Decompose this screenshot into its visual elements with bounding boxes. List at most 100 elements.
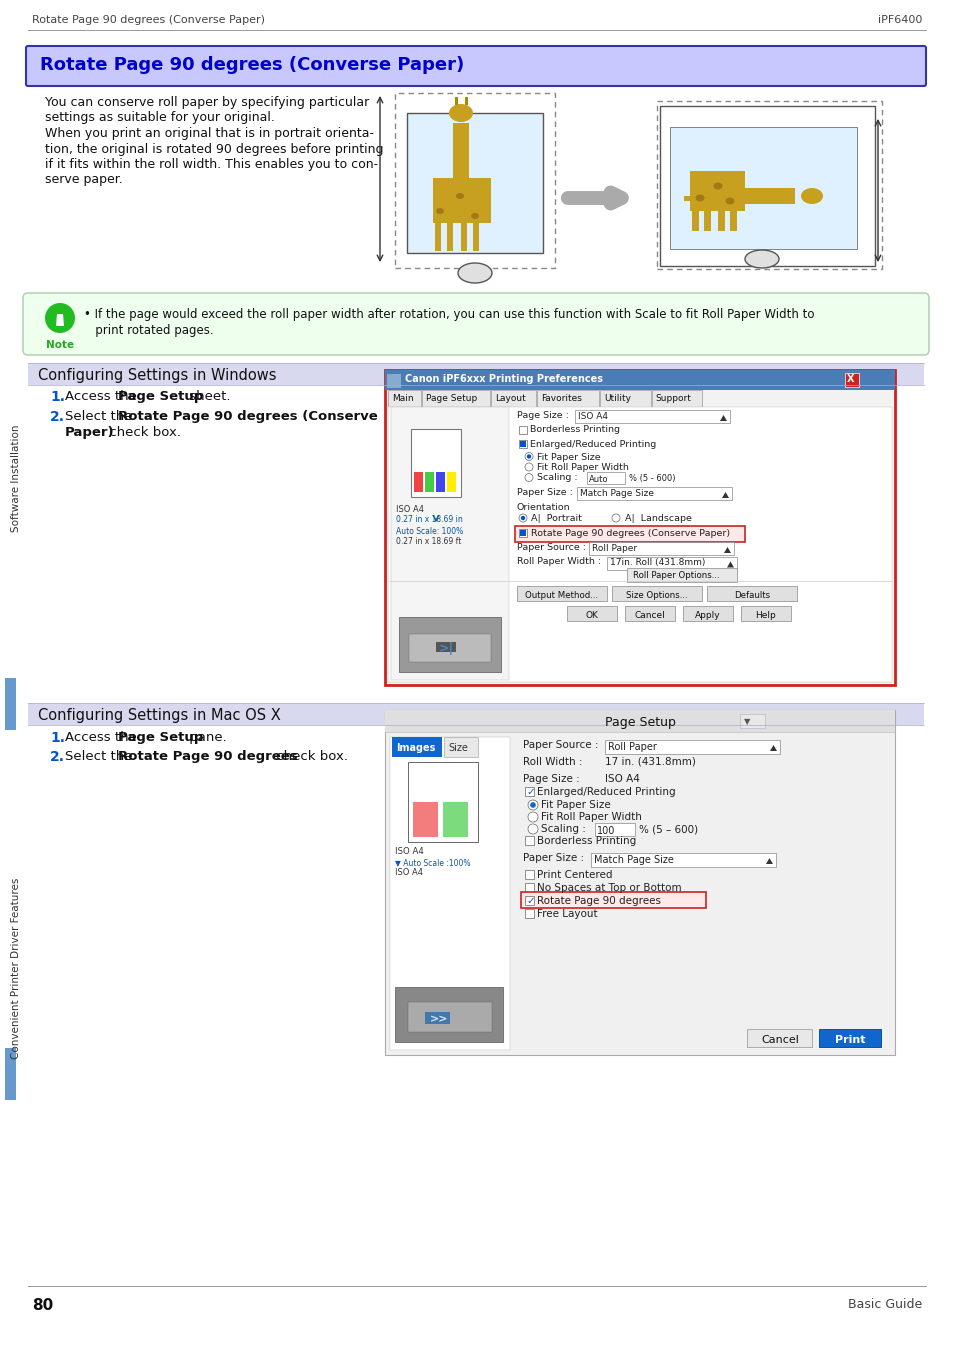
Bar [388,390,421,407]
Text: Paper Source :: Paper Source : [522,740,598,749]
Text: Match Page Size: Match Page Size [594,855,673,865]
Text: Defaults: Defaults [733,590,769,600]
Text: Page Size :: Page Size : [517,411,568,421]
Text: Page Setup: Page Setup [426,394,476,403]
Bar [669,127,856,249]
Bar [28,363,923,386]
Bar [651,390,701,407]
Text: Paper): Paper) [65,426,114,439]
Text: Favorites: Favorites [540,394,581,403]
Text: Fit Paper Size: Fit Paper Size [540,799,610,810]
Ellipse shape [436,208,443,214]
Text: ISO A4: ISO A4 [395,506,423,514]
Ellipse shape [724,198,734,205]
Bar [390,737,510,1050]
Bar [443,737,477,758]
Text: Rotate Page 90 degrees (Conserve Paper): Rotate Page 90 degrees (Conserve Paper) [531,528,729,538]
Text: Paper Source :: Paper Source : [517,543,585,551]
Text: Page Setup: Page Setup [118,390,203,403]
Bar [524,896,534,905]
Bar [604,740,780,754]
Text: No Spaces at Top or Bottom: No Spaces at Top or Bottom [537,883,680,892]
Text: Scaling :: Scaling : [540,824,585,834]
Bar [5,678,16,731]
Text: Configuring Settings in Windows: Configuring Settings in Windows [38,368,276,383]
Circle shape [530,802,536,807]
Bar [818,1029,880,1047]
Text: Layout: Layout [495,394,525,403]
Text: Match Page Size: Match Page Size [579,489,654,497]
Text: X: X [846,373,854,384]
Bar [455,97,457,105]
Bar [486,187,491,206]
Bar [436,472,444,492]
Text: Paper Size :: Paper Size : [522,853,583,863]
Bar [691,205,699,231]
Ellipse shape [449,104,473,123]
Text: Paper Size :: Paper Size : [517,488,572,497]
Text: 0.27 in x 18.69 in: 0.27 in x 18.69 in [395,515,462,524]
Text: Rotate Page 90 degrees (Converse Paper): Rotate Page 90 degrees (Converse Paper) [32,15,265,26]
Text: Cancel: Cancel [760,1035,798,1045]
Text: Select the: Select the [65,410,136,423]
Text: Roll Paper Options...: Roll Paper Options... [633,572,719,580]
Bar [844,373,858,387]
Text: Scaling :: Scaling : [537,473,577,483]
Text: 2.: 2. [50,410,65,425]
FancyBboxPatch shape [26,46,925,86]
Bar [413,802,437,837]
Text: OK: OK [585,611,598,620]
Text: tion, the original is rotated 90 degrees before printing: tion, the original is rotated 90 degrees… [45,143,383,155]
Text: if it fits within the roll width. This enables you to con-: if it fits within the roll width. This e… [45,158,377,171]
Bar [411,429,460,497]
Bar [524,836,534,845]
Text: ▼: ▼ [743,717,750,727]
Bar [606,557,737,569]
Bar [575,410,729,423]
Text: Select the: Select the [65,749,136,763]
Text: 1.: 1. [50,390,65,404]
Text: Size Options...: Size Options... [625,590,687,600]
Polygon shape [726,562,733,568]
Circle shape [518,514,526,522]
Polygon shape [765,857,772,864]
Text: Fit Roll Paper Width: Fit Roll Paper Width [537,462,628,472]
Text: Page Setup: Page Setup [118,731,203,744]
Polygon shape [723,547,730,553]
Text: Software Installation: Software Installation [11,425,21,531]
Bar [729,205,737,231]
Circle shape [524,462,533,470]
Text: When you print an original that is in portrait orienta-: When you print an original that is in po… [45,127,374,140]
Text: Apply: Apply [695,611,720,620]
Text: 2.: 2. [50,749,65,764]
Text: print rotated pages.: print rotated pages. [84,324,213,337]
Bar [599,390,650,407]
Bar [718,205,724,231]
Bar [689,171,744,212]
Text: Support: Support [655,394,691,403]
Bar [460,221,467,251]
Ellipse shape [713,182,721,190]
Bar [518,439,526,448]
Bar [408,762,477,842]
Bar [407,113,542,253]
Text: >|: >| [438,642,454,655]
Text: Borderless Printing: Borderless Printing [537,836,636,847]
Bar [515,526,744,542]
Bar [442,802,468,837]
Bar [435,221,440,251]
Text: Roll Width :: Roll Width : [522,758,582,767]
Bar [626,568,737,582]
Circle shape [45,303,75,333]
Bar [422,390,490,407]
Text: Output Method...: Output Method... [525,590,598,600]
Text: Free Layout: Free Layout [537,909,597,919]
Ellipse shape [456,193,463,200]
Bar [491,390,536,407]
Bar [524,869,534,879]
Bar [590,853,775,867]
Polygon shape [769,745,776,751]
Text: Utility: Utility [603,394,631,403]
Text: % (5 – 600): % (5 – 600) [639,824,698,834]
Text: Convenient Printer Driver Features: Convenient Printer Driver Features [11,878,21,1058]
